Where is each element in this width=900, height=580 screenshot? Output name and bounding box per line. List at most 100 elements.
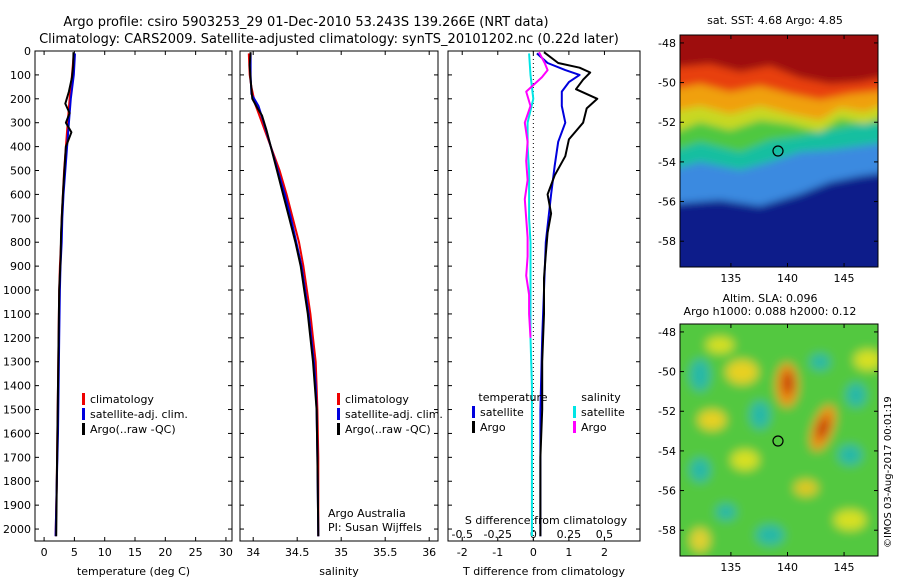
legend-label: Argo(..raw -QC)	[345, 423, 431, 436]
x-tick-label: 34	[246, 546, 260, 559]
series-argo-raw-qc-	[55, 52, 75, 537]
legend-swatch	[573, 406, 576, 418]
x-axis-label: T difference from climatology	[462, 565, 625, 578]
map-y-tick-label: -50	[658, 77, 676, 90]
profile-panel-3: -2 -1 0 1 2 T difference from climatology -0.5…	[447, 50, 641, 578]
x-axis-label: temperature (deg C)	[77, 565, 190, 578]
sla-map-ticks: 135 140 145 -48 -50 -52 -54 -56 -58	[658, 324, 878, 574]
sla-map-frame	[679, 323, 879, 557]
map-x-tick-label: 145	[834, 561, 855, 574]
legend-label: satellite-adj. clim.	[345, 408, 443, 421]
pi-name-label: PI: Susan Wijffels	[328, 521, 422, 534]
x-tick-label: 34.5	[285, 546, 310, 559]
x-tick-label: -2	[457, 546, 468, 559]
y-tick-label: 300	[10, 117, 31, 130]
legend-swatch	[337, 423, 340, 435]
map-x-tick-label: 135	[720, 561, 741, 574]
series-salinity-satellite	[526, 53, 535, 537]
y-tick-label: 1100	[3, 308, 31, 321]
x-tick-label: 1	[565, 546, 572, 559]
map-y-tick-label: -52	[658, 405, 676, 418]
sst-field	[680, 35, 878, 267]
legend-swatch	[573, 421, 576, 433]
y-tick-label: 400	[10, 141, 31, 154]
x-tick-label: 0	[530, 546, 537, 559]
legend-swatch	[82, 408, 85, 420]
x-tick-label: -1	[492, 546, 503, 559]
x-axis-label: salinity	[319, 565, 359, 578]
legend-label: satellite	[581, 406, 625, 419]
map-y-tick-label: -54	[658, 445, 676, 458]
profile-panel-1: 0100200300400500600700800900100011001200…	[3, 45, 233, 578]
sla-argo-location-marker	[772, 435, 784, 447]
x-tick-label: 20	[158, 546, 172, 559]
map-y-tick-label: -56	[658, 196, 676, 209]
legend-label: satellite	[480, 406, 524, 419]
x-tick-label: 30	[219, 546, 233, 559]
x2-tick-label: -0.25	[484, 528, 512, 541]
y-tick-label: 800	[10, 236, 31, 249]
y-tick-label: 0	[24, 45, 31, 58]
map-x-tick-label: 145	[834, 272, 855, 285]
legend-swatch	[337, 393, 340, 405]
sst-map-ticks: 135 140 145 -48 -50 -52 -54 -56 -58	[658, 35, 878, 285]
x-tick-label: 15	[128, 546, 142, 559]
y-tick-label: 2000	[3, 523, 31, 536]
sla-map-subtitle: Argo h1000: 0.088 h2000: 0.12	[684, 305, 857, 318]
y-tick-label: 1500	[3, 404, 31, 417]
argo-australia-label: Argo Australia	[328, 507, 406, 520]
legend-swatch	[337, 408, 340, 420]
y-tick-label: 1000	[3, 284, 31, 297]
map-x-tick-label: 135	[720, 272, 741, 285]
x-tick-label: 10	[98, 546, 112, 559]
series-temperature-argo	[539, 51, 599, 537]
legend-label: satellite-adj. clim.	[90, 408, 188, 421]
x2-axis-label: S difference from climatology	[465, 514, 628, 527]
map-y-tick-label: -56	[658, 485, 676, 498]
title-line-1: Argo profile: csiro 5903253_29 01-Dec-20…	[63, 15, 548, 30]
sla-map: Altim. SLA: 0.096 Argo h1000: 0.088 h200…	[658, 292, 879, 574]
y-tick-label: 100	[10, 69, 31, 82]
sla-field	[680, 324, 878, 556]
x-tick-label: 0	[41, 546, 48, 559]
y-tick-label: 900	[10, 260, 31, 273]
legend-label: Argo	[480, 421, 506, 434]
y-tick-label: 1600	[3, 427, 31, 440]
y-tick-label: 600	[10, 188, 31, 201]
y-tick-label: 1200	[3, 332, 31, 345]
legend-swatch	[472, 406, 475, 418]
legend-label: climatology	[345, 393, 409, 406]
profile-panel-2: 34 34.5 35 35.5 36 salinity climatology satelli…	[239, 50, 443, 578]
panel-frame	[239, 50, 439, 542]
map-x-tick-label: 140	[777, 272, 798, 285]
map-y-tick-label: -50	[658, 366, 676, 379]
map-y-tick-label: -58	[658, 235, 676, 248]
legend-swatch	[472, 421, 475, 433]
x-tick-label: 25	[189, 546, 203, 559]
sst-map-frame	[679, 34, 879, 268]
y-tick-label: 1800	[3, 475, 31, 488]
legend-heading-salinity: salinity	[581, 391, 621, 404]
map-y-tick-label: -48	[658, 37, 676, 50]
y-tick-label: 1900	[3, 499, 31, 512]
x2-tick-label: -0.5	[451, 528, 472, 541]
map-y-tick-label: -58	[658, 524, 676, 537]
y-tick-label: 1700	[3, 451, 31, 464]
sla-map-title: Altim. SLA: 0.096	[722, 292, 817, 305]
x2-tick-label: 0.5	[596, 528, 614, 541]
map-y-tick-label: -52	[658, 116, 676, 129]
x2-tick-label: 0.25	[557, 528, 582, 541]
x-tick-label: 2	[601, 546, 608, 559]
map-x-tick-label: 140	[777, 561, 798, 574]
sst-map: sat. SST: 4.68 Argo: 4.85 135 140 145 -48 -5…	[658, 14, 879, 285]
y-tick-label: 1300	[3, 356, 31, 369]
title-line-2: Climatology: CARS2009. Satellite-adjuste…	[39, 32, 619, 47]
x-tick-label: 35.5	[373, 546, 398, 559]
profile-panels: 0100200300400500600700800900100011001200…	[3, 45, 641, 578]
y-tick-label: 200	[10, 93, 31, 106]
legend-label: Argo	[581, 421, 607, 434]
map-y-tick-label: -54	[658, 156, 676, 169]
series-salinity-argo	[523, 51, 549, 338]
x-tick-label: 35	[334, 546, 348, 559]
